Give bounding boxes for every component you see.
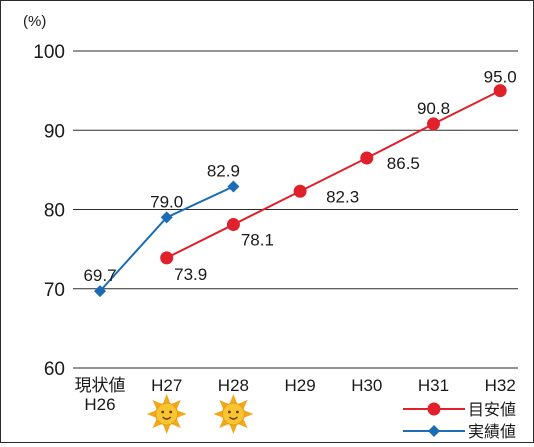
sun-eye xyxy=(228,410,231,414)
y-tick-label: 90 xyxy=(44,121,65,142)
x-tick-label-line: H29 xyxy=(285,376,316,395)
data-label: 82.9 xyxy=(207,162,240,181)
sun-ray xyxy=(243,410,254,418)
sun-mouth xyxy=(162,416,172,420)
data-label: 69.7 xyxy=(83,266,116,285)
y-tick-label: 70 xyxy=(44,280,65,301)
y-tick-label: 60 xyxy=(44,359,65,380)
sun-eye xyxy=(169,410,173,414)
sun-eye xyxy=(236,410,239,414)
x-tick-label-line: H30 xyxy=(351,376,382,395)
x-tick-label: H27 xyxy=(151,376,182,395)
sun-ray xyxy=(238,418,248,429)
data-point xyxy=(94,285,106,298)
sun-ray xyxy=(146,410,157,418)
x-tick-label: H28 xyxy=(218,376,249,395)
sun-mouth xyxy=(228,416,238,420)
data-label: 90.8 xyxy=(417,99,450,118)
sun-face xyxy=(155,402,179,426)
legend-label: 実績値 xyxy=(468,423,516,441)
x-tick-label-line: H27 xyxy=(151,376,182,395)
data-point xyxy=(160,251,174,265)
y-tick-label: 80 xyxy=(44,201,65,222)
sun-ray xyxy=(171,399,181,410)
x-tick-label-line: 現状値 xyxy=(75,376,126,395)
sun-ray xyxy=(177,410,187,418)
data-point xyxy=(360,151,374,165)
data-label: 86.5 xyxy=(387,154,420,173)
data-point xyxy=(226,218,240,232)
y-unit-label: (%) xyxy=(23,13,46,30)
x-tick-label-line: H32 xyxy=(485,376,516,395)
series-line-0 xyxy=(166,89,501,259)
x-tick-label: 現状値 H26 xyxy=(75,376,126,414)
x-tick-label-line: H31 xyxy=(418,376,449,395)
sun-ray xyxy=(219,399,229,410)
sun-ray xyxy=(238,399,248,410)
data-label: 73.9 xyxy=(174,265,207,284)
legend-marker xyxy=(427,402,441,416)
sun-icon xyxy=(146,394,187,434)
data-point xyxy=(293,184,307,198)
data-point xyxy=(493,84,507,98)
x-tick-label: H31 xyxy=(418,376,449,395)
sun-ray xyxy=(229,394,238,404)
x-tick-label: H32 xyxy=(485,376,516,395)
sun-ray xyxy=(152,399,163,410)
legend-label: 目安値 xyxy=(468,401,516,419)
sun-ray xyxy=(162,424,171,434)
sun-ray xyxy=(229,424,238,434)
sun-icon xyxy=(213,394,254,434)
y-tick-label: 100 xyxy=(33,42,65,63)
x-tick-label: H29 xyxy=(285,376,316,395)
legend-marker xyxy=(428,425,440,437)
sun-ray xyxy=(162,394,171,404)
sun-ray xyxy=(152,418,163,429)
sun-eye xyxy=(161,410,165,414)
sun-face xyxy=(221,402,245,426)
data-label: 95.0 xyxy=(484,68,517,87)
x-tick-label-line: H26 xyxy=(84,395,115,414)
sun-ray xyxy=(171,418,181,429)
x-tick-label-line: H28 xyxy=(218,376,249,395)
sun-ray xyxy=(219,418,229,429)
data-point xyxy=(227,180,240,193)
x-tick-label: H30 xyxy=(351,376,382,395)
data-label: 82.3 xyxy=(326,187,359,206)
data-point xyxy=(427,117,440,131)
data-label: 78.1 xyxy=(241,231,274,250)
data-point xyxy=(160,211,173,224)
sun-ray xyxy=(213,410,224,418)
data-label: 79.0 xyxy=(150,192,183,211)
